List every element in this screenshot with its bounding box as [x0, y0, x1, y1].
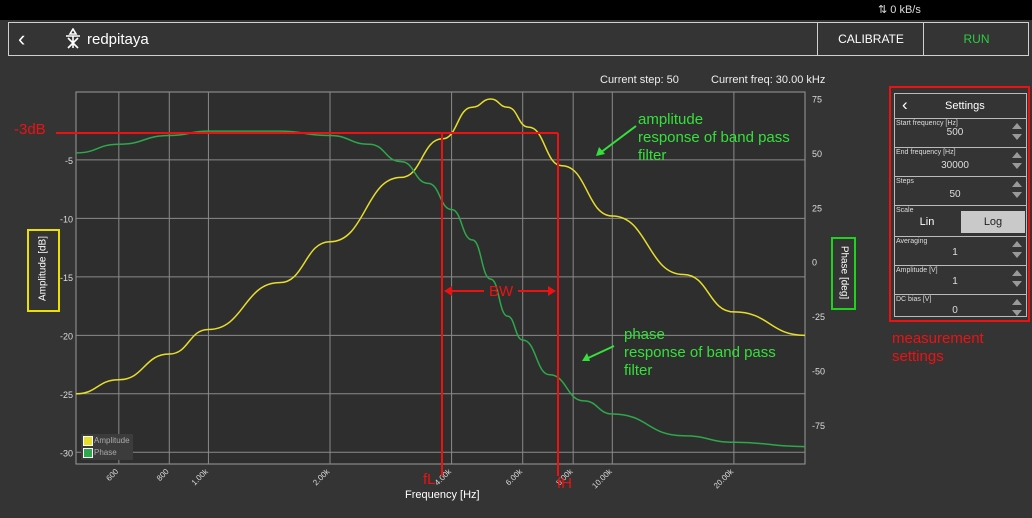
- bw-label: BW: [489, 283, 514, 300]
- plot-area: [75, 91, 806, 465]
- y2-tick-label: -25: [812, 312, 825, 322]
- amplitude-note-arrow: [599, 125, 637, 154]
- legend-amplitude: Amplitude: [83, 436, 130, 446]
- y-tick-label: -15: [60, 273, 73, 283]
- scale-lin-button[interactable]: Lin: [919, 216, 935, 228]
- bw-arrow-left-head: [444, 286, 452, 296]
- scale-label: Scale: [896, 207, 914, 214]
- legend-phase: Phase: [83, 448, 117, 458]
- settings-title: Settings: [945, 100, 985, 112]
- dc-bias-value[interactable]: 0: [952, 305, 958, 316]
- steps-label: Steps: [896, 178, 914, 185]
- settings-header: ‹ Settings: [895, 94, 1026, 119]
- redpitaya-logo-icon: [66, 28, 80, 49]
- y2-tick-label: -75: [812, 421, 825, 431]
- y2-tick-label: 0: [812, 258, 817, 268]
- amplitude-axis-label-box: Amplitude [dB]: [27, 229, 60, 312]
- y2-tick-label: 50: [812, 149, 822, 159]
- end-frequency-stepper[interactable]: [1012, 152, 1022, 174]
- averaging-stepper[interactable]: [1012, 241, 1022, 263]
- amplitude-stepper[interactable]: [1012, 270, 1022, 292]
- end-frequency-value[interactable]: 30000: [941, 160, 969, 171]
- start-frequency-field[interactable]: Start frequency [Hz] 500: [895, 119, 1026, 148]
- dc-bias-label: DC bias [V]: [896, 296, 932, 303]
- end-frequency-label: End frequency [Hz]: [896, 149, 956, 156]
- x-tick-label: 10.00k: [590, 466, 614, 490]
- phase-note: phase response of band pass filter: [624, 326, 776, 379]
- scale-log-button[interactable]: Log: [961, 211, 1025, 233]
- phase-note-arrowhead: [582, 353, 590, 361]
- amplitude-note: amplitude response of band pass filter: [638, 111, 790, 164]
- amplitude-series-line: [75, 98, 806, 395]
- phase-axis-label-box: Phase [deg]: [831, 237, 856, 310]
- settings-back-icon[interactable]: ‹: [902, 95, 908, 114]
- top-status-bar: ⇅ 0 kB/s: [0, 0, 1032, 20]
- y-tick-label: -10: [60, 214, 73, 224]
- y-tick-label: -5: [65, 156, 73, 166]
- start-frequency-value[interactable]: 500: [946, 127, 964, 138]
- fh-label: fH: [557, 475, 572, 492]
- steps-value[interactable]: 50: [949, 189, 961, 200]
- frequency-axis-label: Frequency [Hz]: [405, 489, 480, 501]
- x-tick-label: 600: [104, 467, 120, 483]
- x-tick-label: 2.00k: [311, 466, 332, 487]
- y-tick-label: -30: [60, 448, 73, 458]
- x-tick-label: 800: [155, 467, 171, 483]
- y2-tick-label: -50: [812, 366, 825, 376]
- y-tick-label: -25: [60, 390, 73, 400]
- x-tick-label: 4.00k: [433, 466, 454, 487]
- steps-field[interactable]: Steps 50: [895, 177, 1026, 206]
- amplitude-axis-label: Amplitude [dB]: [37, 235, 49, 302]
- calibrate-button[interactable]: CALIBRATE: [817, 23, 924, 55]
- phase-series-line: [75, 130, 806, 448]
- x-tick-label: 20.00k: [712, 466, 736, 490]
- settings-panel: ‹ Settings Start frequency [Hz] 500 End …: [894, 93, 1027, 317]
- phase-note-arrow: [585, 345, 615, 360]
- redpitaya-logo: redpitaya: [63, 28, 149, 50]
- end-frequency-field[interactable]: End frequency [Hz] 30000: [895, 148, 1026, 177]
- steps-stepper[interactable]: [1012, 181, 1022, 203]
- amplitude-value[interactable]: 1: [952, 276, 958, 287]
- x-tick-label: 6.00k: [504, 466, 525, 487]
- settings-panel-highlight: ‹ Settings Start frequency [Hz] 500 End …: [889, 86, 1030, 322]
- averaging-value[interactable]: 1: [952, 247, 958, 258]
- measurement-settings-note: measurement settings: [892, 330, 984, 365]
- fl-label: fL: [423, 471, 436, 488]
- scale-field: Scale Lin Log: [895, 206, 1026, 237]
- bw-arrow-right-head: [548, 286, 556, 296]
- network-rate: ⇅ 0 kB/s: [878, 4, 921, 16]
- current-freq: Current freq: 30.00 kHz: [711, 74, 826, 86]
- start-frequency-stepper[interactable]: [1012, 123, 1022, 145]
- amplitude-label: Amplitude [V]: [896, 267, 938, 274]
- logo-text: redpitaya: [87, 30, 149, 48]
- dc-bias-stepper[interactable]: [1012, 299, 1022, 321]
- phase-swatch: [83, 448, 93, 458]
- amplitude-field[interactable]: Amplitude [V] 1: [895, 266, 1026, 295]
- averaging-field[interactable]: Averaging 1: [895, 237, 1026, 266]
- back-icon[interactable]: ‹: [18, 26, 26, 51]
- amplitude-swatch: [83, 436, 93, 446]
- legend: Amplitude Phase: [81, 434, 133, 460]
- minus3db-label: -3dB: [14, 121, 46, 138]
- dc-bias-field[interactable]: DC bias [V] 0: [895, 295, 1026, 323]
- current-step: Current step: 50: [600, 74, 679, 86]
- run-button[interactable]: RUN: [923, 23, 1029, 55]
- y2-tick-label: 75: [812, 95, 822, 105]
- phase-axis-label: Phase [deg]: [838, 245, 850, 300]
- y-tick-label: -20: [60, 331, 73, 341]
- y2-tick-label: 25: [812, 203, 822, 213]
- start-frequency-label: Start frequency [Hz]: [896, 120, 958, 127]
- app-header: ‹ redpitaya CALIBRATE RUN: [8, 22, 1029, 56]
- amplitude-note-arrowhead: [596, 147, 605, 156]
- x-tick-label: 1.00k: [190, 466, 211, 487]
- averaging-label: Averaging: [896, 238, 928, 245]
